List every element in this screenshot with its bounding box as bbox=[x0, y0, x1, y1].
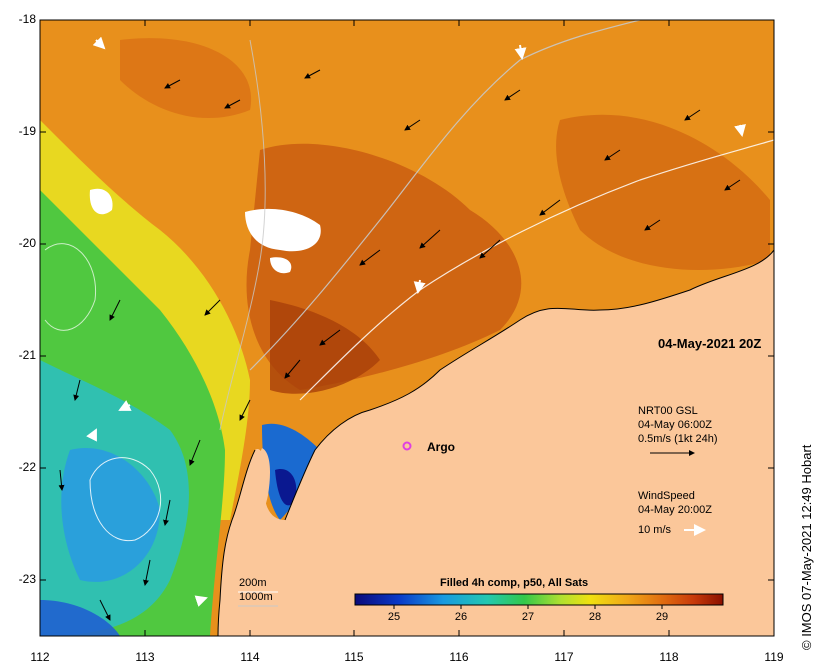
sst-dark-patch-2 bbox=[270, 300, 380, 394]
depth-legend-200m: 200m bbox=[239, 577, 267, 589]
y-tick-label: -20 bbox=[18, 236, 36, 250]
colorbar-tick-label: 29 bbox=[655, 611, 669, 623]
sst-contour-loop bbox=[89, 457, 162, 542]
sst-blue-core-2 bbox=[40, 600, 120, 636]
coastline-west bbox=[217, 449, 256, 636]
land-peninsula bbox=[253, 448, 270, 514]
y-tick-label: -23 bbox=[18, 572, 36, 586]
land-mainland bbox=[218, 250, 774, 636]
sst-dark-patch-4 bbox=[556, 114, 770, 270]
y-axis-ticks bbox=[40, 19, 774, 581]
y-tick-label: -21 bbox=[18, 348, 36, 362]
wind-arrows bbox=[86, 36, 746, 607]
y-tick-label: -18 bbox=[18, 12, 36, 26]
wind-legend-title: WindSpeed bbox=[638, 490, 695, 502]
x-tick-label: 118 bbox=[659, 650, 679, 664]
current-arrows bbox=[58, 69, 741, 621]
x-tick-label: 117 bbox=[554, 650, 574, 664]
imos-credit: © IMOS 07-May-2021 12:49 Hobart bbox=[799, 444, 814, 650]
wind-legend-time: 04-May 20:00Z bbox=[638, 504, 712, 516]
y-tick-label: -22 bbox=[18, 460, 36, 474]
y-tick-label: -19 bbox=[18, 124, 36, 138]
cloud-gap-2 bbox=[89, 188, 113, 215]
isobath-1000m bbox=[249, 20, 641, 371]
colorbar-tick-label: 28 bbox=[588, 611, 602, 623]
current-legend-time: 04-May 06:00Z bbox=[638, 419, 712, 431]
current-legend-scale: 0.5m/s (1kt 24h) bbox=[638, 433, 718, 445]
x-tick-label: 115 bbox=[344, 650, 364, 664]
coastline bbox=[284, 249, 774, 521]
cloud-gap-3 bbox=[270, 257, 292, 274]
depth-legend-1000m: 1000m bbox=[239, 591, 273, 603]
plot-frame bbox=[39, 19, 775, 637]
sst-dark-patch-3 bbox=[120, 38, 252, 119]
sst-blue-core bbox=[61, 448, 160, 582]
isobath-contour-3 bbox=[219, 39, 266, 431]
gulf-deep-blue bbox=[275, 469, 297, 506]
x-tick-label: 119 bbox=[764, 650, 784, 664]
gulf-shallow-water bbox=[262, 423, 320, 520]
date-stamp: 04-May-2021 20Z bbox=[658, 336, 762, 351]
current-legend-source: NRT00 GSL bbox=[638, 405, 698, 417]
x-tick-label: 116 bbox=[449, 650, 469, 664]
isobath-200m bbox=[299, 139, 774, 401]
argo-float-marker[interactable] bbox=[402, 441, 412, 451]
x-tick-label: 114 bbox=[240, 650, 260, 664]
argo-label: Argo bbox=[427, 440, 455, 454]
sst-contour-loop-2 bbox=[44, 243, 97, 331]
x-tick-label: 112 bbox=[30, 650, 50, 664]
colorbar-tick-label: 25 bbox=[387, 611, 401, 623]
wind-legend-scale: 10 m/s bbox=[638, 524, 672, 536]
colorbar bbox=[354, 593, 724, 606]
x-axis-ticks bbox=[39, 20, 775, 636]
colorbar-tick-label: 27 bbox=[521, 611, 535, 623]
colorbar-title: Filled 4h comp, p50, All Sats bbox=[440, 577, 589, 589]
colorbar-tick-label: 26 bbox=[454, 611, 468, 623]
x-tick-label: 113 bbox=[135, 650, 155, 664]
colorbar-ticks bbox=[393, 605, 663, 609]
